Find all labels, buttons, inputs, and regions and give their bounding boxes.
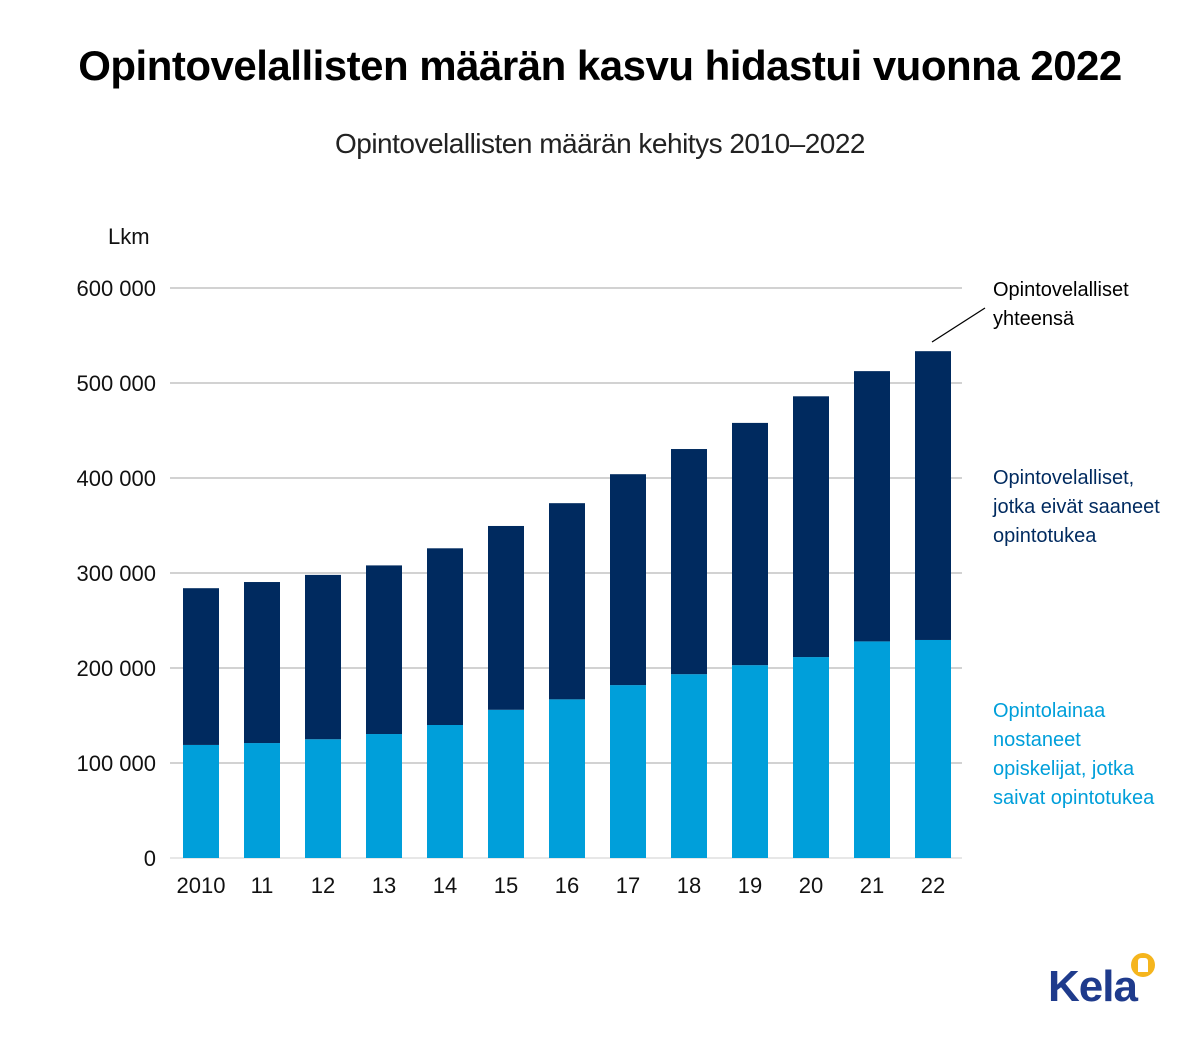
legend-dark-line: Opintovelalliset,: [993, 467, 1135, 489]
bar-segment-dark: [183, 588, 219, 745]
legend-total: Opintovelalliset yhteensä: [993, 276, 1129, 334]
bar-segment-light: [671, 674, 707, 858]
x-tick-label: 16: [555, 873, 579, 898]
bar-segment-dark: [671, 449, 707, 675]
legend-light-line: saivat opintotukea: [993, 787, 1155, 809]
bar-segment-light: [854, 641, 890, 858]
bar-segment-dark: [732, 422, 768, 666]
x-tick-label: 2010: [177, 873, 226, 898]
x-tick-label: 15: [494, 873, 518, 898]
bar-segment-light: [305, 739, 341, 858]
x-tick-label: 11: [251, 873, 274, 898]
bar-segment-light: [488, 709, 524, 858]
bar-segment-dark: [610, 474, 646, 686]
bar-segment-dark: [244, 582, 280, 744]
y-tick-label: 400 000: [76, 466, 156, 491]
chart-title: Opintovelallisten määrän kasvu hidastui …: [78, 42, 1122, 89]
bar-segment-dark: [305, 574, 341, 740]
legend-light-line: Opintolainaa: [993, 700, 1106, 722]
x-tick-label: 21: [860, 873, 884, 898]
x-tick-label: 17: [616, 873, 640, 898]
legend-light-line: opiskelijat, jotka: [993, 758, 1135, 780]
y-tick-label: 100 000: [76, 751, 156, 776]
bar-segment-light: [183, 744, 219, 858]
legend-light-series: Opintolainaa nostaneet opiskelijat, jotk…: [993, 697, 1154, 813]
bar-segment-dark: [793, 396, 829, 658]
bar-segment-light: [244, 743, 280, 858]
kela-logo-badge-icon: [1131, 953, 1155, 977]
legend-dark-line: jotka eivät saaneet: [993, 496, 1160, 518]
bar-segment-dark: [488, 525, 524, 710]
bar-segment-light: [427, 725, 463, 858]
x-tick-label: 22: [921, 873, 945, 898]
bar-segment-dark: [549, 503, 585, 700]
y-tick-label: 0: [144, 846, 156, 871]
bar-segment-light: [732, 665, 768, 858]
bar-segment-light: [915, 639, 951, 858]
y-axis-label: Lkm: [108, 224, 150, 249]
chart-subtitle: Opintovelallisten määrän kehitys 2010–20…: [334, 128, 866, 159]
legend-dark-series: Opintovelalliset, jotka eivät saaneet op…: [993, 464, 1160, 551]
legend-total-line: Opintovelalliset: [993, 279, 1129, 301]
bar-segment-dark: [854, 371, 890, 642]
kela-logo: Kela: [1048, 962, 1138, 1011]
y-tick-label: 600 000: [76, 276, 156, 301]
x-tick-label: 14: [433, 873, 457, 898]
y-tick-label: 500 000: [76, 371, 156, 396]
bar-segment-dark: [427, 548, 463, 725]
bar-segment-light: [610, 685, 646, 858]
x-tick-label: 19: [738, 873, 762, 898]
legend-light-line: nostaneet: [993, 729, 1081, 751]
total-annotation-line: [931, 307, 986, 343]
bar-segment-dark: [366, 565, 402, 735]
y-tick-label: 300 000: [76, 561, 156, 586]
bar-segment-light: [793, 657, 829, 858]
bar-segment-light: [549, 699, 585, 858]
legend-dark-line: opintotukea: [993, 525, 1097, 547]
y-tick-label: 200 000: [76, 656, 156, 681]
bar-segment-light: [366, 734, 402, 858]
legend-total-line: yhteensä: [993, 308, 1075, 330]
x-tick-label: 20: [799, 873, 823, 898]
x-tick-label: 18: [677, 873, 701, 898]
bar-segment-dark: [915, 351, 951, 640]
x-tick-label: 12: [311, 873, 335, 898]
x-tick-label: 13: [372, 873, 396, 898]
